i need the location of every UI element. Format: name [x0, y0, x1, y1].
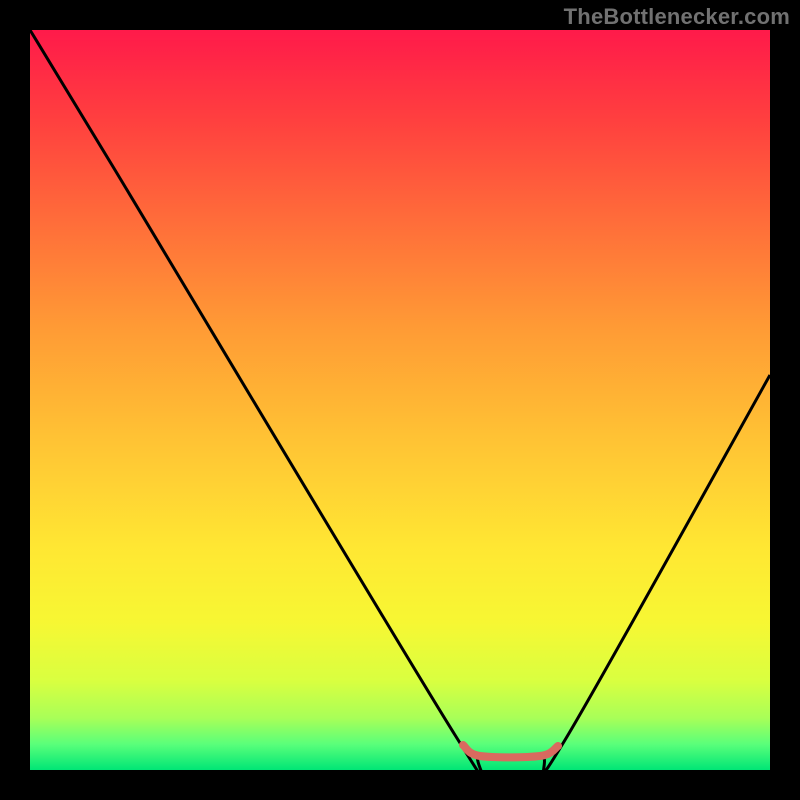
chart-svg — [0, 0, 800, 800]
plot-area — [30, 30, 770, 770]
watermark-text: TheBottlenecker.com — [564, 4, 790, 30]
chart-container: TheBottlenecker.com — [0, 0, 800, 800]
